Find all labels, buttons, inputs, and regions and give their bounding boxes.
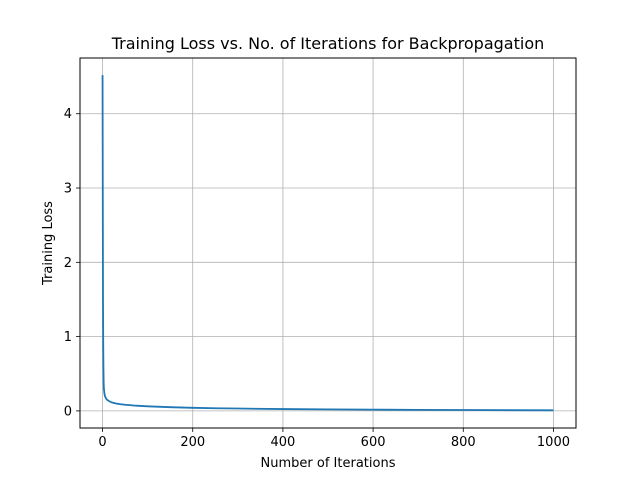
x-tick-label: 600	[361, 435, 386, 450]
y-axis-label: Training Loss	[41, 201, 56, 286]
y-tick-label: 3	[64, 182, 72, 197]
x-tick-label: 0	[98, 435, 106, 450]
plot-frame	[79, 57, 577, 429]
x-tick-label: 1000	[537, 435, 570, 450]
y-tick-label: 4	[64, 107, 72, 122]
y-tick-label: 2	[64, 256, 72, 271]
x-tick-label: 200	[180, 435, 205, 450]
y-tick-label: 0	[64, 404, 72, 419]
ticks: 0 200 400 600 800 1000 0 1 2 3 4	[64, 107, 570, 450]
grid	[80, 58, 576, 428]
series-layer	[101, 75, 554, 412]
chart-title: Training Loss vs. No. of Iterations for …	[111, 34, 545, 53]
x-axis-label: Number of Iterations	[261, 456, 396, 471]
x-tick-label: 400	[270, 435, 295, 450]
y-tick-label: 1	[64, 330, 72, 345]
x-tick-label: 800	[451, 435, 476, 450]
loss-series-line	[101, 75, 554, 412]
